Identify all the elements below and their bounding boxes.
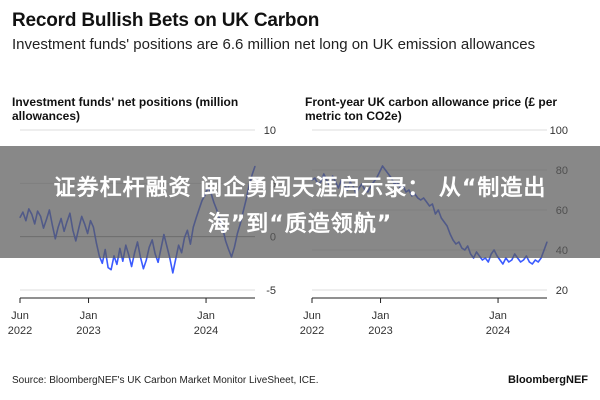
right-xtick-label-0-1: 2022 bbox=[300, 325, 324, 337]
overlay-banner bbox=[0, 146, 600, 258]
right-xtick-label-0-0: Jun bbox=[303, 310, 321, 322]
right-data-point-76 bbox=[534, 259, 536, 261]
left-data-point-28 bbox=[101, 262, 103, 264]
right-panel-title: Front-year UK carbon allowance price (£ … bbox=[305, 95, 558, 123]
right-data-point-72 bbox=[522, 259, 525, 261]
left-xtick-label-1-1: 2023 bbox=[76, 325, 100, 337]
banner-headline-line-1: 证券杠杆融资 闽企勇闯天涯启示录： 从“制造出 bbox=[53, 176, 547, 201]
chart-title: Record Bullish Bets on UK Carbon bbox=[12, 10, 320, 31]
right-data-point-71 bbox=[520, 261, 522, 263]
chart-subtitle: Investment funds' positions are 6.6 mill… bbox=[12, 36, 536, 53]
right-xtick-label-1-0: Jan bbox=[372, 310, 390, 322]
left-data-point-31 bbox=[110, 269, 112, 271]
right-data-point-65 bbox=[502, 263, 504, 265]
brand-logo: BloombergNEF bbox=[507, 374, 588, 386]
right-data-point-68 bbox=[511, 259, 513, 261]
left-data-point-52 bbox=[172, 272, 174, 274]
right-data-point-77 bbox=[537, 261, 539, 263]
left-xtick-label-2-0: Jan bbox=[197, 310, 215, 322]
left-data-point-47 bbox=[157, 261, 159, 263]
right-ytick-label-4: 20 bbox=[556, 285, 568, 297]
right-data-point-58 bbox=[481, 259, 483, 261]
right-ytick-label-0: 100 bbox=[550, 125, 568, 137]
left-xtick-label-0-1: 2022 bbox=[8, 325, 32, 337]
left-xtick-label-1-0: Jan bbox=[80, 310, 98, 322]
left-xtick-label-2-1: 2024 bbox=[194, 325, 218, 337]
left-data-point-43 bbox=[145, 259, 147, 261]
left-ytick-label-3: -5 bbox=[266, 285, 276, 297]
banner-headline-line-2: 海”到“质造领航” bbox=[207, 212, 393, 237]
source-note: Source: BloombergNEF's UK Carbon Market … bbox=[12, 375, 319, 386]
left-data-point-53 bbox=[175, 258, 177, 260]
right-xtick-label-2-0: Jan bbox=[489, 310, 507, 322]
right-data-point-64 bbox=[499, 259, 501, 261]
left-xtick-label-0-0: Jun bbox=[11, 310, 29, 322]
right-data-point-67 bbox=[508, 261, 510, 263]
right-data-point-75 bbox=[531, 263, 533, 265]
left-data-point-33 bbox=[116, 263, 118, 265]
left-ytick-label-0: 10 bbox=[264, 125, 276, 137]
left-data-point-30 bbox=[107, 267, 109, 269]
left-panel-title: Investment funds' net positions (million… bbox=[12, 95, 239, 123]
right-xtick-label-1-1: 2023 bbox=[368, 325, 392, 337]
right-data-point-74 bbox=[528, 261, 531, 263]
right-xtick-label-2-1: 2024 bbox=[486, 325, 510, 337]
left-data-point-42 bbox=[142, 268, 144, 270]
left-data-point-38 bbox=[131, 265, 133, 268]
right-data-point-60 bbox=[487, 261, 489, 263]
left-data-point-35 bbox=[122, 260, 124, 262]
